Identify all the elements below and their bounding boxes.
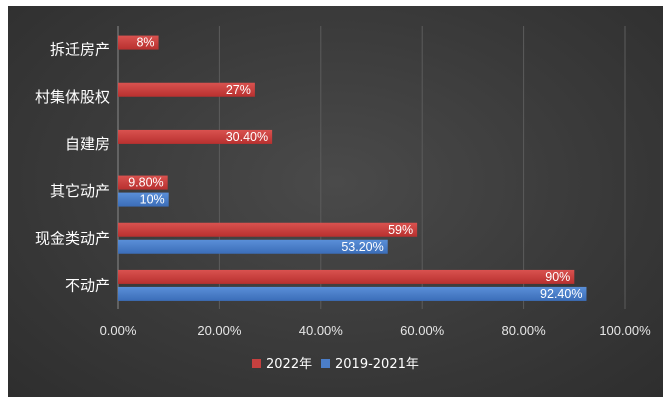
data-label: 53.20% (341, 240, 383, 254)
legend: 2022年 2019-2021年 (252, 357, 419, 372)
category-label: 拆迁房产 (50, 41, 110, 59)
x-tick-label: 0.00% (100, 323, 137, 338)
category-label: 自建房 (65, 135, 110, 153)
category-label: 现金类动产 (35, 229, 110, 247)
bars (118, 35, 587, 301)
bar-series1 (118, 269, 575, 284)
x-tick-label: 20.00% (197, 323, 242, 338)
data-label: 90% (545, 270, 570, 284)
x-tick-label: 60.00% (400, 323, 445, 338)
x-tick-label: 40.00% (299, 323, 344, 338)
data-label: 10% (140, 193, 165, 207)
data-label: 30.40% (226, 130, 268, 144)
bar-series1 (118, 129, 273, 144)
x-tick-label: 100.00% (599, 323, 651, 338)
category-label: 村集体股权 (35, 88, 110, 106)
data-label: 92.40% (540, 287, 582, 301)
bar-series2 (118, 286, 587, 301)
x-tick-label: 80.00% (502, 323, 547, 338)
category-label: 不动产 (65, 276, 110, 294)
bar-series1 (118, 175, 168, 190)
legend-label: 2022年 (266, 357, 312, 372)
value-axis: 0.00% 20.00% 40.00% 60.00% 80.00% 100.00% (100, 323, 652, 338)
chart-area: 8% 27% 30.40% 9.80% 10% 59% 53.20% 90% 92.40% 拆迁… (8, 6, 663, 397)
category-label: 其它动产 (50, 182, 110, 200)
legend-label: 2019-2021年 (335, 357, 419, 372)
legend-swatch (321, 359, 330, 368)
data-label: 27% (226, 83, 251, 97)
gridlines (117, 26, 626, 309)
bar-series2 (118, 239, 388, 254)
data-label: 8% (136, 36, 154, 50)
bar-series1 (118, 222, 418, 237)
bar-series2 (118, 192, 169, 207)
data-label: 59% (388, 223, 413, 237)
bar-chart: 8% 27% 30.40% 9.80% 10% 59% 53.20% 90% 92.40% 拆迁… (35, 26, 652, 372)
bar-series1 (118, 35, 159, 50)
data-labels: 8% 27% 30.40% 9.80% 10% 59% 53.20% 90% 92.40% (128, 36, 582, 301)
data-label: 9.80% (128, 176, 163, 190)
legend-swatch (252, 359, 261, 368)
bar-series1 (118, 82, 255, 97)
